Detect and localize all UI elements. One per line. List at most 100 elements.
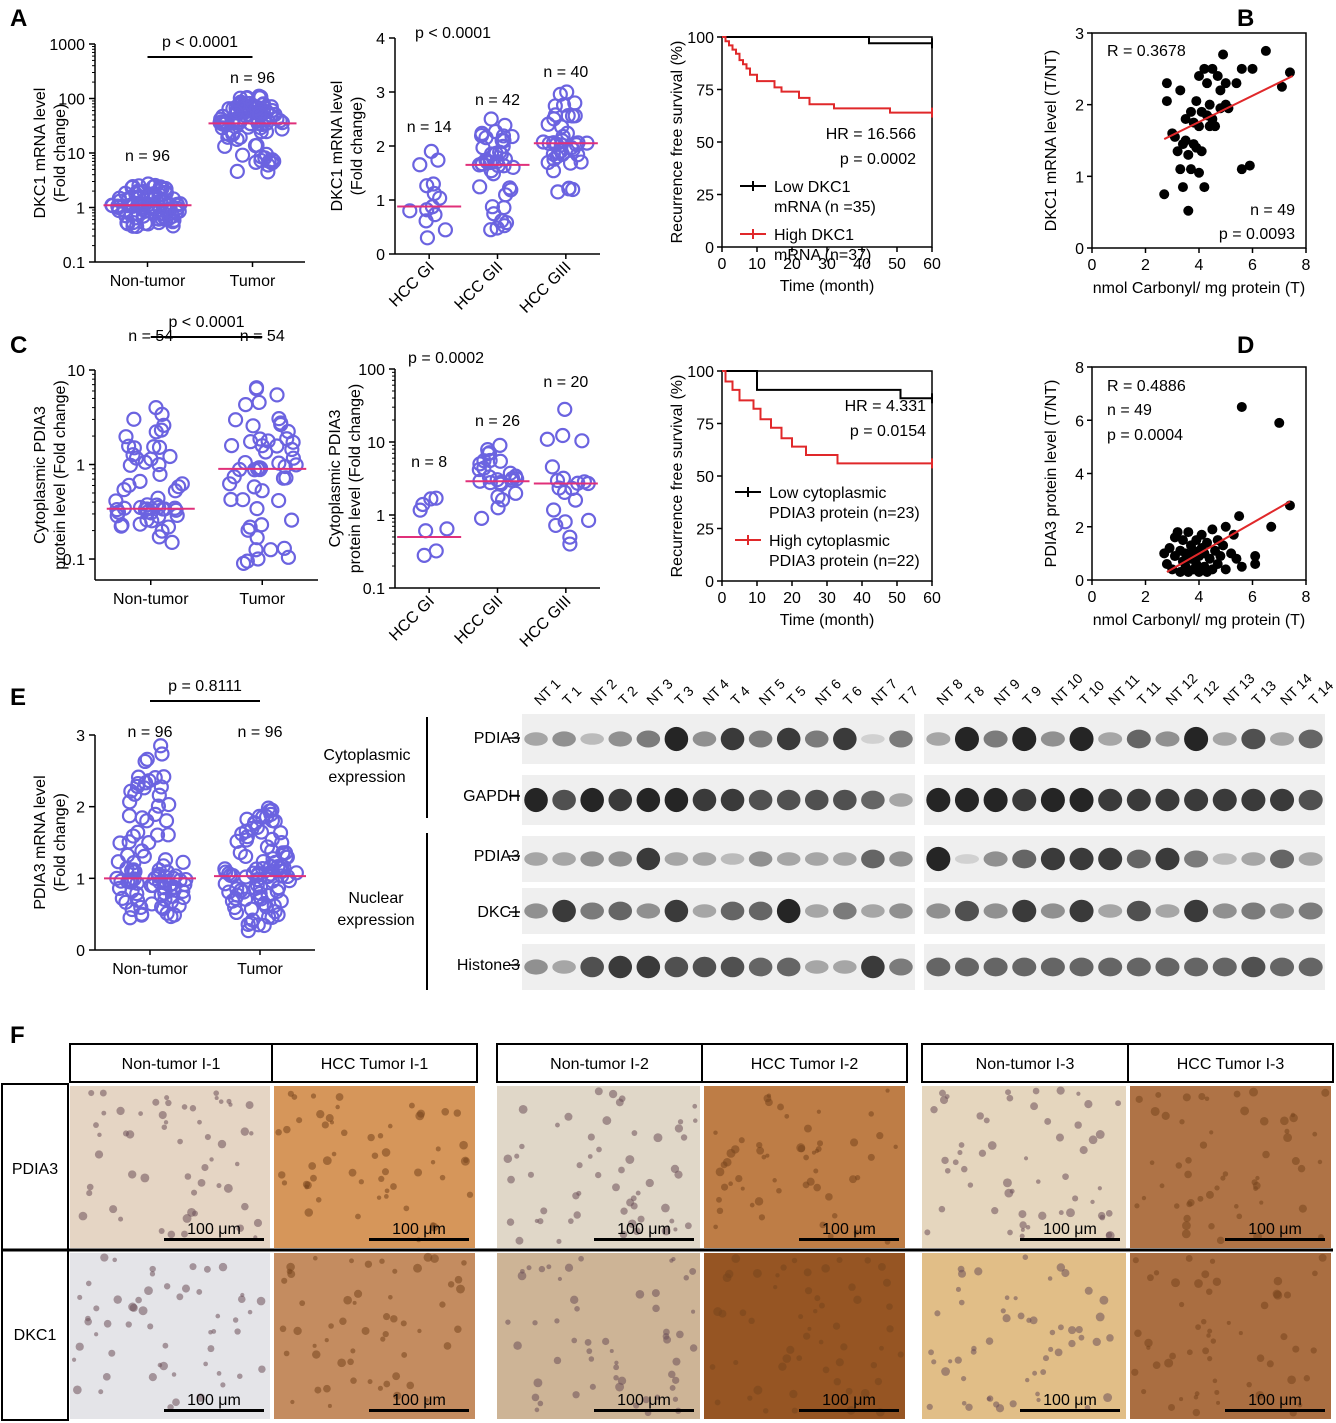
ihc-nucleus: [784, 1113, 790, 1119]
blot-band: [804, 904, 829, 918]
ihc-nucleus: [1131, 1368, 1139, 1376]
data-point: [140, 504, 156, 520]
x-axis-label: nmol Carbonyl/ mg protein (T): [1093, 612, 1306, 629]
ihc-nucleus: [310, 1093, 317, 1099]
x-tick-label: 50: [888, 590, 906, 607]
scale-bar: [1225, 1238, 1325, 1241]
scale-bar-label: 100 μm: [392, 1221, 446, 1238]
x-tick-label: 0: [1088, 257, 1097, 274]
ihc-nucleus: [314, 1386, 322, 1394]
ihc-nucleus: [77, 1294, 83, 1300]
ihc-nucleus: [886, 1325, 894, 1333]
ihc-nucleus: [1032, 1370, 1038, 1376]
ihc-nucleus: [158, 1227, 165, 1234]
ihc-nucleus: [1088, 1135, 1098, 1145]
blot-band: [524, 732, 548, 746]
ihc-nucleus: [196, 1393, 205, 1402]
blot-band: [1098, 957, 1123, 977]
ihc-nucleus: [1212, 1378, 1218, 1384]
scale-bar-label: 100 μm: [1043, 1221, 1097, 1238]
ihc-nucleus: [716, 1207, 724, 1215]
ihc-nucleus: [849, 1175, 857, 1184]
blot-band: [804, 789, 829, 811]
data-point: [154, 899, 170, 915]
ihc-nucleus: [1161, 1111, 1170, 1120]
data-point: [143, 186, 159, 202]
data-point: [121, 808, 138, 824]
data-point: [233, 883, 249, 899]
blot-band: [524, 787, 548, 813]
data-point: [118, 429, 134, 445]
x-tick-label: 30: [818, 590, 836, 607]
ihc-nucleus: [1186, 1349, 1193, 1356]
data-point: [152, 466, 168, 483]
y-tick-label: 6: [1075, 413, 1084, 430]
data-point: [266, 153, 282, 169]
ihc-nucleus: [1025, 1224, 1031, 1230]
ihc-nucleus: [116, 1106, 125, 1116]
ihc-nucleus: [388, 1294, 393, 1300]
data-point: [1215, 85, 1226, 96]
ihc-nucleus: [804, 1287, 813, 1295]
ihc-nucleus: [149, 1265, 156, 1273]
ihc-nucleus: [796, 1355, 803, 1361]
data-point: [235, 492, 251, 508]
blot-band: [1012, 788, 1037, 812]
x-tick-label: 20: [783, 590, 801, 607]
blot-band: [1040, 731, 1065, 747]
ihc-nucleus: [108, 1349, 116, 1357]
data-point: [280, 423, 296, 440]
n-label: n = 96: [238, 724, 283, 741]
x-tick-label: HCC GII: [452, 259, 507, 314]
ihc-nucleus: [618, 1166, 625, 1174]
data-point: [164, 534, 180, 550]
ihc-nucleus: [1259, 1200, 1264, 1205]
x-axis-label: Time (month): [780, 278, 875, 295]
ihc-nucleus: [383, 1194, 389, 1199]
data-point: [220, 129, 236, 145]
data-point: [415, 496, 431, 513]
data-point: [270, 858, 286, 875]
data-point: [1194, 167, 1204, 178]
ihc-nucleus: [952, 1159, 959, 1166]
data-point: [544, 459, 561, 475]
blot-band: [1184, 788, 1209, 812]
ihc-nucleus: [312, 1343, 317, 1348]
ihc-nucleus: [1179, 1301, 1185, 1308]
ihc-nucleus: [312, 1255, 318, 1261]
data-point: [264, 155, 280, 171]
blot-band: [720, 956, 745, 978]
x-tick-label: 10: [748, 590, 766, 607]
ihc-nucleus: [1210, 1338, 1217, 1344]
blot-band: [664, 956, 689, 978]
ihc-nucleus: [672, 1396, 679, 1402]
data-point: [247, 815, 263, 832]
blot-band: [1012, 726, 1037, 752]
ihc-nucleus: [689, 1344, 698, 1352]
ihc-nucleus: [619, 1230, 628, 1239]
ihc-nucleus: [672, 1376, 680, 1384]
ihc-nucleus: [1209, 1130, 1214, 1135]
ihc-nucleus: [1030, 1102, 1038, 1111]
y-tick-label: 0: [76, 943, 85, 960]
p-value: p < 0.0001: [415, 25, 491, 42]
ihc-nucleus: [573, 1211, 581, 1219]
ihc-nucleus: [1141, 1388, 1147, 1395]
data-point: [419, 178, 435, 194]
ihc-nucleus: [140, 1173, 150, 1183]
ihc-nucleus: [1280, 1116, 1289, 1126]
ihc-nucleus: [747, 1395, 753, 1401]
data-point: [151, 214, 167, 231]
ihc-nucleus: [380, 1336, 386, 1342]
data-point: [221, 101, 237, 117]
ihc-nucleus: [1084, 1100, 1093, 1109]
data-point: [1218, 540, 1229, 551]
lane-label: NT 10: [1048, 670, 1086, 708]
ihc-nucleus: [1318, 1253, 1327, 1262]
ihc-nucleus: [1074, 1121, 1082, 1129]
ihc-nucleus: [197, 1178, 206, 1187]
blot-band: [720, 788, 745, 812]
data-point: [246, 479, 262, 495]
ihc-nucleus: [1095, 1130, 1105, 1139]
data-point: [496, 218, 513, 234]
